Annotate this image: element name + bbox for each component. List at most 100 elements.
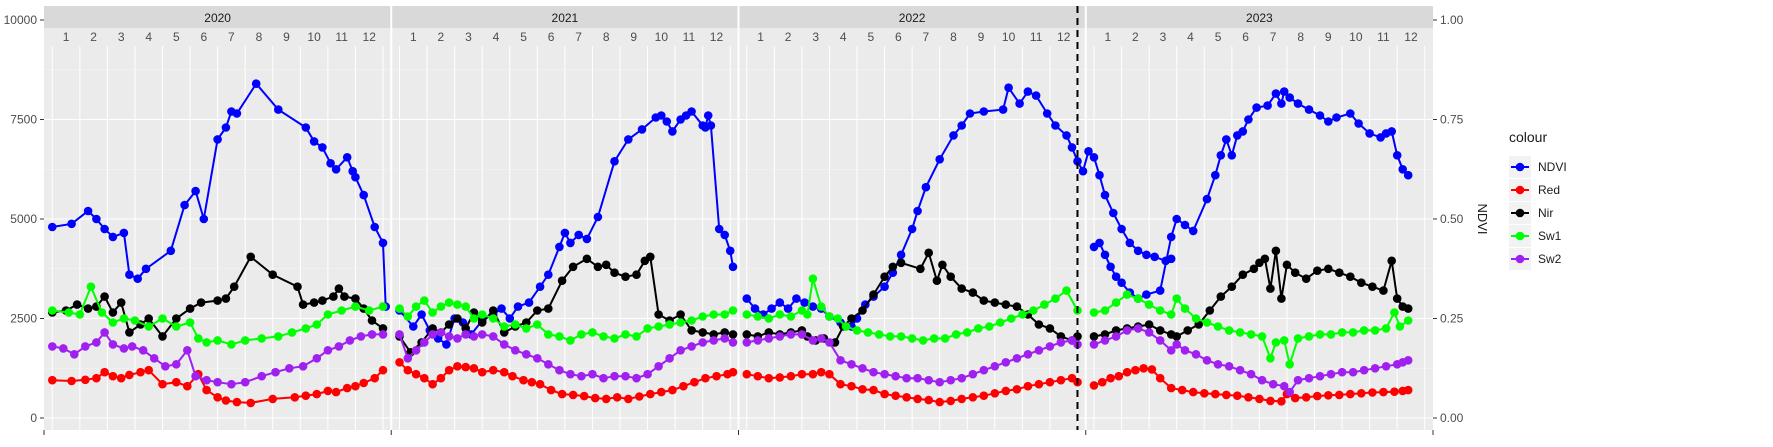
data-point bbox=[742, 338, 752, 347]
month-label: 5 bbox=[520, 30, 527, 44]
data-point bbox=[1122, 367, 1132, 377]
data-point bbox=[1279, 381, 1289, 391]
data-point bbox=[119, 228, 129, 238]
data-point bbox=[588, 369, 597, 379]
data-point bbox=[351, 294, 360, 303]
data-point bbox=[1098, 377, 1107, 387]
month-label: 10 bbox=[655, 30, 669, 44]
data-point bbox=[962, 328, 972, 337]
data-point bbox=[885, 332, 895, 341]
month-label: 7 bbox=[923, 30, 930, 44]
data-point bbox=[968, 369, 978, 379]
data-point bbox=[544, 270, 553, 280]
data-point bbox=[213, 296, 222, 305]
data-point bbox=[1301, 274, 1311, 284]
data-point bbox=[869, 385, 878, 395]
month-label: 2 bbox=[90, 30, 97, 44]
data-point bbox=[1125, 238, 1135, 248]
data-point bbox=[921, 182, 931, 192]
data-point bbox=[420, 373, 429, 383]
data-point bbox=[1200, 389, 1209, 398]
data-point bbox=[83, 206, 93, 216]
data-point bbox=[1155, 306, 1165, 315]
data-point bbox=[331, 387, 341, 397]
y-tick-label: 2500 bbox=[10, 312, 37, 326]
legend-label: Sw2 bbox=[1538, 252, 1562, 266]
data-point bbox=[940, 334, 950, 343]
data-point bbox=[119, 314, 129, 323]
data-point bbox=[913, 373, 922, 383]
data-point bbox=[742, 310, 752, 319]
data-point bbox=[1202, 356, 1212, 365]
data-point bbox=[428, 330, 437, 339]
data-point bbox=[918, 336, 928, 345]
data-point bbox=[624, 394, 633, 404]
data-point bbox=[816, 334, 826, 343]
month-label: 11 bbox=[1030, 30, 1043, 44]
data-point bbox=[1304, 105, 1314, 114]
data-point bbox=[593, 212, 603, 222]
data-point bbox=[546, 385, 556, 395]
data-point bbox=[108, 340, 118, 349]
data-point bbox=[1056, 375, 1066, 385]
data-point bbox=[703, 111, 713, 120]
data-point bbox=[505, 314, 515, 323]
month-label: 9 bbox=[1325, 30, 1332, 44]
data-point bbox=[767, 304, 776, 313]
data-point bbox=[1147, 365, 1157, 374]
facet-strip bbox=[1085, 6, 1433, 28]
data-point bbox=[1001, 386, 1011, 396]
data-point bbox=[643, 369, 652, 379]
data-point bbox=[318, 143, 327, 152]
data-point bbox=[1111, 272, 1121, 282]
data-point bbox=[601, 394, 611, 404]
month-label: 12 bbox=[710, 30, 724, 44]
facet-strip bbox=[44, 6, 392, 28]
data-point bbox=[1238, 270, 1248, 280]
data-point bbox=[130, 316, 140, 325]
data-point bbox=[841, 322, 851, 331]
data-point bbox=[367, 330, 377, 339]
data-point bbox=[1255, 394, 1264, 404]
right-y-tick-label: 1.00 bbox=[1440, 13, 1464, 27]
data-point bbox=[1379, 286, 1388, 295]
data-point bbox=[1293, 99, 1303, 108]
month-label: 2 bbox=[438, 30, 445, 44]
legend-label: Nir bbox=[1538, 206, 1553, 220]
data-point bbox=[557, 276, 567, 286]
data-point bbox=[643, 324, 652, 333]
data-point bbox=[67, 376, 76, 386]
data-point bbox=[1133, 324, 1143, 333]
data-point bbox=[1133, 294, 1143, 303]
data-point bbox=[183, 346, 192, 355]
data-point bbox=[1285, 360, 1294, 369]
data-point bbox=[1233, 391, 1242, 401]
data-point bbox=[797, 330, 807, 339]
data-point bbox=[1326, 369, 1336, 379]
data-point bbox=[1381, 362, 1391, 371]
data-point bbox=[1257, 375, 1267, 385]
data-point bbox=[938, 260, 947, 270]
data-point bbox=[582, 254, 592, 264]
data-point bbox=[202, 385, 211, 395]
data-point bbox=[1244, 115, 1253, 124]
data-point bbox=[403, 354, 413, 363]
data-point bbox=[1285, 387, 1294, 397]
data-point bbox=[816, 367, 826, 377]
data-point bbox=[1285, 93, 1294, 102]
data-point bbox=[1111, 326, 1121, 335]
data-point bbox=[654, 310, 663, 319]
data-point bbox=[935, 397, 944, 407]
data-point bbox=[1216, 292, 1226, 301]
data-point bbox=[1313, 266, 1322, 276]
right-y-tick-label: 0.50 bbox=[1440, 212, 1464, 226]
data-point bbox=[1018, 310, 1027, 319]
data-point bbox=[1304, 332, 1314, 341]
data-point bbox=[566, 369, 575, 379]
data-point bbox=[1304, 373, 1314, 383]
data-point bbox=[665, 320, 674, 329]
data-point bbox=[403, 312, 413, 321]
data-point bbox=[668, 127, 677, 136]
data-point bbox=[342, 153, 352, 162]
data-point bbox=[1246, 330, 1256, 339]
